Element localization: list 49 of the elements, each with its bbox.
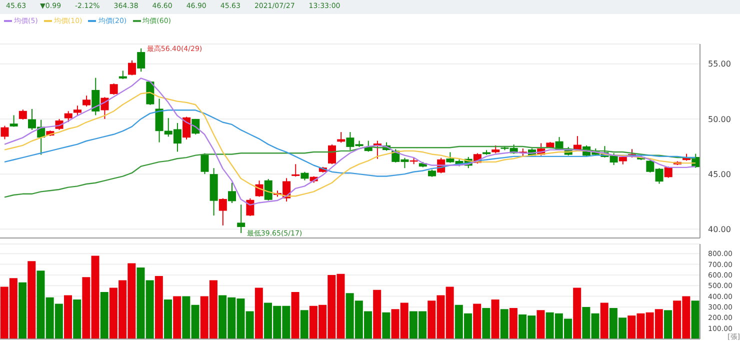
bar [173,296,182,339]
bar [18,282,27,339]
candlestick [182,116,191,140]
bar [164,300,172,339]
y-tick-label: 40.00 [708,225,731,234]
candlestick [18,109,27,120]
candlestick [92,77,100,116]
candlestick [200,152,209,175]
bar [373,290,382,339]
candlestick [73,105,82,116]
candlestick [237,204,246,234]
candlestick [110,82,118,96]
bar [254,288,263,339]
bar [536,310,545,339]
candlestick [228,182,236,204]
bar [154,276,163,339]
candlestick [218,198,227,226]
candlestick [0,125,9,140]
y-tick-label: 55.00 [708,60,731,69]
candlestick [246,198,254,217]
bar [73,300,82,339]
bar [500,309,508,339]
candlestick [664,166,672,178]
bar [64,295,72,339]
bar [509,308,518,339]
y-tick-label: 45.00 [708,170,731,179]
bar [291,292,300,339]
bar [100,292,108,339]
candlestick [292,164,300,178]
bar [600,302,608,339]
bar [300,310,308,339]
candlestick [82,95,91,107]
bar [691,300,700,339]
candlestick [573,136,582,151]
bar [491,300,500,339]
candlestick [328,144,336,165]
candlestick [337,132,346,144]
bar [28,261,36,339]
candlestick [137,48,146,72]
candlestick [10,114,18,128]
bar [482,308,490,339]
candlestick [264,178,272,202]
y-tick-label: 50.00 [708,114,731,124]
candlestick [64,110,72,123]
bar [473,304,482,339]
candlestick [128,60,136,76]
bar [664,310,672,339]
bar [382,312,390,339]
bar [573,288,582,339]
